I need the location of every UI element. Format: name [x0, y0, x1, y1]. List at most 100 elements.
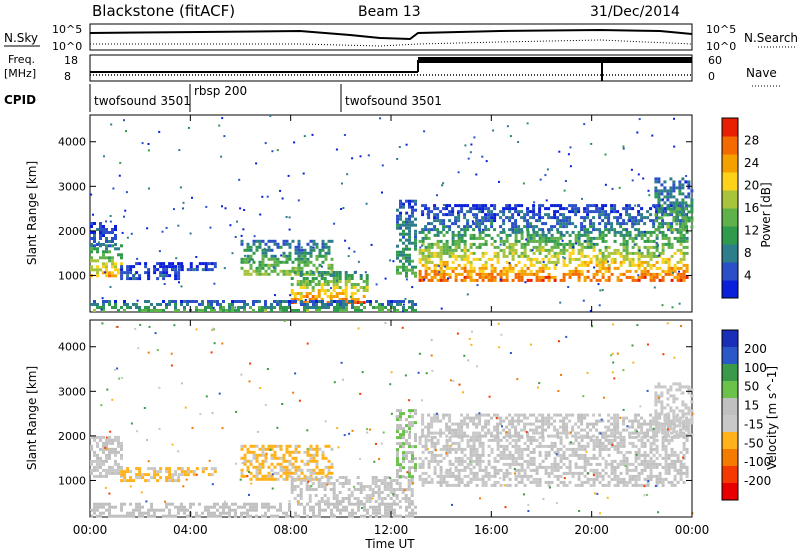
power-cell — [571, 222, 575, 226]
power-cell — [279, 260, 283, 264]
power-cell — [661, 222, 665, 226]
velocity-cell — [315, 462, 319, 466]
power-cell — [586, 245, 590, 249]
power-cell — [661, 275, 665, 279]
power-cell — [520, 251, 524, 255]
power-noise-point — [287, 174, 290, 177]
power-cell — [663, 195, 667, 199]
power-cell — [326, 301, 330, 304]
power-cell — [192, 300, 195, 303]
power-cell — [556, 216, 560, 220]
power-noise-point — [630, 168, 633, 171]
velocity-cell — [616, 413, 620, 417]
power-cell — [294, 248, 298, 252]
velocity-cell — [330, 508, 333, 512]
power-cell — [532, 245, 536, 249]
power-cell — [297, 269, 301, 273]
velocity-cell — [99, 471, 102, 475]
power-cell — [338, 277, 342, 280]
velocity-cell — [640, 422, 644, 426]
power-cell — [661, 257, 665, 261]
velocity-cell — [261, 514, 264, 518]
velocity-cell — [270, 468, 274, 472]
power-cell — [321, 245, 325, 249]
power-cell — [255, 272, 259, 276]
power-cell — [324, 272, 328, 276]
velocity-cell — [658, 462, 662, 466]
velocity-cell — [261, 474, 265, 478]
power-cell — [327, 306, 330, 309]
velocity-cell — [387, 514, 390, 518]
velocity-cell — [219, 505, 222, 509]
power-cell — [598, 260, 602, 264]
velocity-cell — [649, 450, 653, 454]
velocity-cell — [306, 514, 309, 518]
power-cell — [317, 274, 321, 277]
power-cell — [288, 251, 292, 255]
power-noise-point — [499, 278, 502, 281]
power-cell — [604, 278, 608, 282]
velocity-cell — [90, 435, 93, 439]
power-cell — [532, 233, 536, 237]
velocity-cell — [493, 483, 497, 487]
power-cell — [433, 254, 437, 258]
velocity-cell — [267, 474, 271, 478]
power-cell — [511, 245, 515, 249]
velocity-cell — [562, 480, 566, 484]
power-noise-point — [408, 301, 411, 304]
velocity-cell — [430, 435, 434, 439]
velocity-cell — [499, 431, 503, 435]
velocity-cell — [387, 505, 390, 509]
velocity-cell — [408, 433, 411, 437]
power-cell — [399, 211, 402, 215]
power-cell — [267, 306, 270, 309]
power-cell — [243, 248, 247, 252]
velocity-cell — [556, 450, 560, 454]
velocity-cell — [481, 413, 485, 417]
velocity-cell — [291, 471, 295, 475]
power-cell — [493, 213, 497, 217]
velocity-cell — [559, 413, 563, 417]
velocity-cell — [595, 438, 599, 442]
power-cell — [478, 204, 482, 208]
power-cell — [565, 272, 569, 276]
velocity-cell — [574, 447, 578, 451]
power-cell — [670, 213, 674, 217]
velocity-cell — [255, 465, 259, 469]
power-noise-point — [359, 155, 362, 158]
velocity-cell — [631, 435, 635, 439]
power-cell — [666, 204, 670, 208]
velocity-cell — [396, 475, 399, 479]
velocity-cell — [661, 477, 665, 481]
velocity-cell — [393, 514, 396, 518]
velocity-cell — [469, 468, 473, 472]
power-cell — [544, 207, 548, 211]
power-cell — [670, 278, 674, 282]
power-cell — [535, 233, 539, 237]
power-cell — [469, 266, 473, 270]
power-noise-point — [560, 232, 563, 235]
power-cell — [523, 254, 527, 258]
power-cell — [574, 236, 578, 240]
power-cell — [481, 278, 485, 282]
date-title: 31/Dec/2014 — [590, 4, 680, 20]
power-noise-point — [598, 304, 601, 307]
power-cell — [210, 268, 214, 272]
velocity-cell — [240, 447, 244, 451]
power-cell — [547, 266, 551, 270]
velocity-cell — [544, 428, 548, 432]
power-cell — [672, 180, 676, 184]
velocity-cell — [356, 500, 360, 503]
velocity-cell — [123, 470, 127, 474]
power-cell — [541, 216, 545, 220]
power-cell — [378, 303, 381, 306]
power-cell — [514, 228, 518, 232]
power-cell — [655, 245, 659, 249]
power-cell — [353, 286, 357, 289]
velocity-cell — [565, 425, 569, 429]
power-cell — [273, 300, 276, 303]
power-noise-point — [444, 265, 447, 268]
power-cell — [414, 271, 417, 275]
velocity-cell — [433, 471, 437, 475]
velocity-cell — [616, 483, 620, 487]
